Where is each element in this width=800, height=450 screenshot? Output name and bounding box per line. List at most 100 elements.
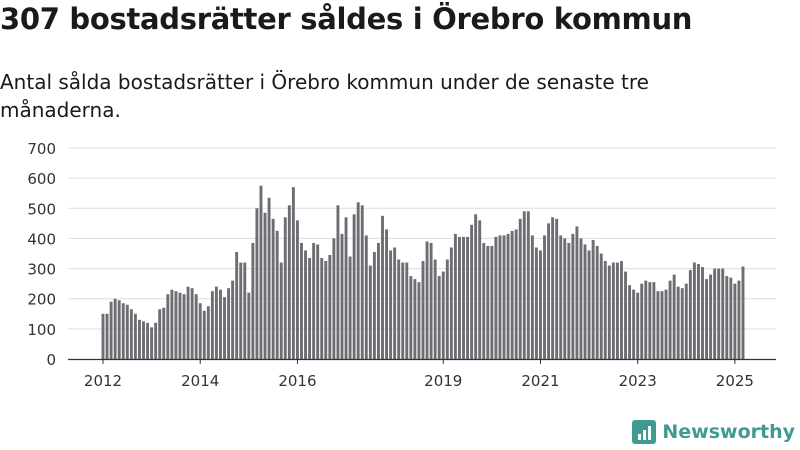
bar	[133, 313, 137, 359]
bar	[304, 250, 307, 359]
bar	[219, 289, 222, 359]
bar	[198, 303, 202, 359]
bar	[263, 212, 267, 359]
bar	[316, 244, 320, 359]
y-tick-label: 400	[27, 230, 56, 248]
bar	[259, 185, 263, 359]
bar	[409, 276, 413, 359]
bar	[725, 276, 729, 359]
bar	[579, 238, 583, 359]
bar	[170, 289, 174, 359]
bar	[376, 242, 380, 359]
bar	[109, 301, 113, 359]
bar	[429, 242, 433, 359]
bar	[101, 313, 105, 359]
bar	[210, 291, 214, 359]
bar	[733, 283, 737, 359]
bar	[559, 235, 563, 359]
bar	[534, 247, 538, 359]
bar	[397, 259, 401, 359]
bar	[275, 230, 279, 359]
bar	[591, 239, 595, 359]
bar	[530, 235, 534, 359]
bar	[713, 268, 717, 359]
bar	[352, 214, 356, 359]
bar	[441, 271, 445, 359]
chart-title: 307 bostadsrätter såldes i Örebro kommun	[0, 2, 693, 36]
bar	[332, 238, 336, 359]
bar	[105, 313, 109, 359]
bar	[417, 282, 421, 359]
bar	[328, 255, 332, 359]
y-tick-label: 100	[27, 321, 56, 339]
bar	[117, 300, 121, 359]
bar	[150, 327, 154, 359]
bar	[405, 262, 409, 359]
bar	[526, 211, 530, 359]
bar	[567, 242, 571, 359]
bar	[137, 319, 141, 359]
bar	[510, 230, 514, 359]
bar	[620, 261, 623, 359]
x-tick-label: 2014	[181, 372, 219, 390]
bar	[239, 262, 243, 359]
bar	[308, 258, 312, 359]
chart-subtitle: Antal sålda bostadsrätter i Örebro kommu…	[0, 70, 649, 122]
bar	[498, 235, 502, 359]
bar	[628, 285, 632, 359]
y-tick-label: 200	[27, 291, 56, 309]
bar	[283, 217, 287, 359]
x-tick-label: 2012	[84, 372, 122, 390]
bar	[146, 322, 150, 359]
bar	[539, 250, 542, 359]
bar	[457, 236, 461, 359]
bar	[587, 250, 591, 359]
bar	[583, 244, 587, 359]
x-tick-label: 2016	[278, 372, 316, 390]
bar	[279, 262, 283, 359]
bar	[393, 247, 397, 359]
bar	[235, 251, 239, 359]
bar	[158, 309, 162, 359]
x-tick-label: 2025	[716, 372, 754, 390]
bar	[336, 205, 340, 359]
value-annotation: 307	[757, 135, 786, 139]
bar-chart: 0 100 200 300 400 500 600 700 2012 2014 2016 2019 20…	[27, 135, 786, 390]
bar	[668, 280, 672, 359]
bar	[206, 306, 210, 359]
bar	[502, 235, 506, 359]
bar	[166, 294, 170, 359]
bar	[381, 215, 384, 359]
bar	[453, 233, 457, 359]
bar	[437, 276, 441, 359]
bar	[243, 262, 247, 359]
bar	[348, 256, 352, 359]
bar	[287, 205, 291, 359]
x-tick-label: 2023	[619, 372, 657, 390]
bar	[255, 208, 259, 359]
bar	[125, 304, 129, 359]
y-tick-label: 500	[27, 200, 56, 218]
bar	[312, 242, 316, 359]
brand-name: Newsworthy	[662, 421, 795, 443]
bar	[344, 217, 348, 359]
y-tick-label: 300	[27, 261, 56, 279]
bar	[186, 286, 190, 359]
bar	[688, 270, 692, 359]
bar	[223, 297, 226, 359]
bar	[555, 218, 559, 359]
newsworthy-brand[interactable]: Newsworthy	[632, 420, 795, 444]
bar	[632, 289, 636, 359]
bar	[571, 233, 575, 359]
x-tick-label: 2019	[424, 372, 462, 390]
bar	[251, 242, 255, 359]
bar	[267, 197, 271, 359]
bar	[692, 262, 696, 359]
bar	[522, 211, 526, 359]
bar	[563, 238, 567, 359]
bar	[474, 214, 478, 359]
bar	[162, 307, 166, 359]
bar	[741, 266, 745, 359]
bar	[518, 218, 522, 359]
bar-series	[101, 185, 745, 359]
